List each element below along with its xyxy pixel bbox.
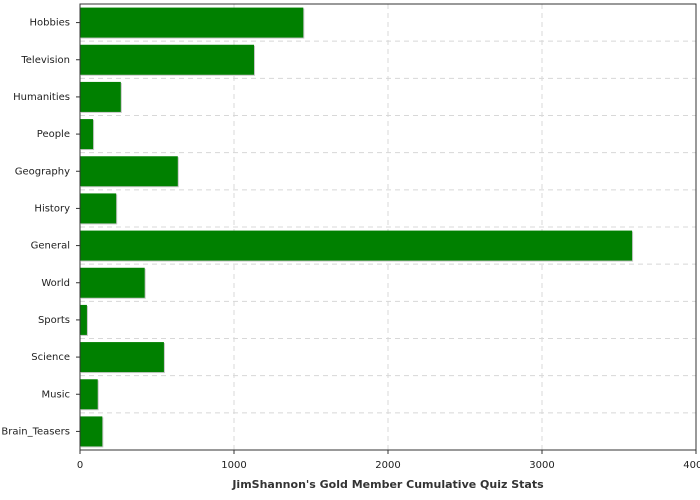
x-tick-label: 2000	[375, 460, 400, 471]
y-tick-label: Music	[42, 389, 70, 400]
y-tick-label: Brain_Teasers	[1, 426, 70, 437]
bar	[80, 379, 98, 410]
bar	[80, 416, 103, 447]
y-tick-label: Humanities	[13, 92, 70, 103]
y-tick-label: General	[31, 241, 70, 252]
y-tick-label: Hobbies	[30, 18, 70, 29]
bar	[80, 230, 633, 261]
x-tick-label: 0	[77, 460, 83, 471]
y-tick-label: Geography	[15, 166, 70, 177]
bar	[80, 7, 304, 38]
x-tick-label: 1000	[221, 460, 246, 471]
plot-border	[79, 3, 697, 451]
bar	[80, 193, 117, 224]
bar	[80, 267, 145, 298]
x-tick-label: 4000	[683, 460, 700, 471]
x-tick-label: 3000	[529, 460, 554, 471]
y-tick-label: Television	[20, 55, 70, 66]
y-tick-label: Sports	[38, 315, 70, 326]
y-tick-label: People	[37, 129, 70, 140]
y-tick-label: Science	[31, 352, 70, 363]
x-axis-title: JimShannon's Gold Member Cumulative Quiz…	[231, 478, 544, 491]
y-tick-label: World	[41, 278, 70, 289]
bar	[80, 156, 178, 187]
bar	[80, 81, 121, 112]
bar	[80, 342, 164, 373]
bar	[80, 44, 255, 75]
bar	[80, 119, 94, 150]
y-tick-label: History	[34, 203, 70, 214]
bar	[80, 304, 87, 335]
